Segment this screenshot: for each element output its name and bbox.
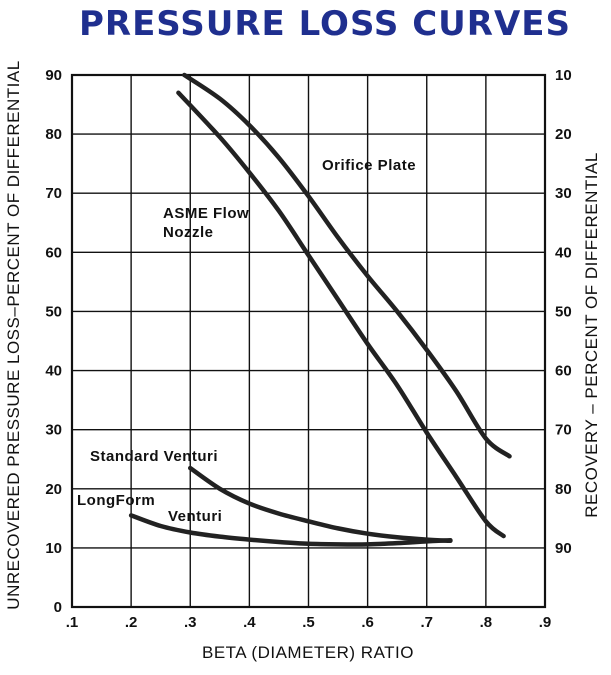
x-tick-label: .3 xyxy=(184,614,197,631)
y-tick-label: 30 xyxy=(45,422,62,439)
right-y-tick-label: 10 xyxy=(555,67,572,84)
longform-venturi-label-line2: Venturi xyxy=(168,508,222,525)
right-y-tick-label: 80 xyxy=(555,481,572,498)
x-tick-label: .9 xyxy=(539,614,552,631)
right-y-tick-label: 30 xyxy=(555,185,572,202)
right-y-tick-label: 70 xyxy=(555,422,572,439)
y-tick-label: 60 xyxy=(45,244,62,261)
right-y-tick-label: 90 xyxy=(555,540,572,557)
x-tick-label: .7 xyxy=(420,614,433,631)
chart-title: PRESSURE LOSS CURVES xyxy=(79,4,571,44)
y-tick-label: 40 xyxy=(45,363,62,380)
y-tick-label: 50 xyxy=(45,303,62,320)
longform-venturi-label-line1: LongForm xyxy=(77,492,155,509)
series-line-standard-venturi xyxy=(190,468,450,541)
grid xyxy=(72,75,545,607)
y-tick-label: 20 xyxy=(45,481,62,498)
y-tick-label: 90 xyxy=(45,67,62,84)
orifice-plate-label: Orifice Plate xyxy=(322,157,416,174)
standard-venturi-label: Standard Venturi xyxy=(90,448,218,465)
y-tick-label: 70 xyxy=(45,185,62,202)
x-tick-label: .2 xyxy=(125,614,138,631)
asme-flow-nozzle-label-line2: Nozzle xyxy=(163,224,214,241)
x-tick-label: .5 xyxy=(302,614,315,631)
y-tick-label: 0 xyxy=(54,599,62,616)
x-tick-label: .6 xyxy=(361,614,374,631)
x-tick-label: .4 xyxy=(243,614,256,631)
right-y-tick-label: 20 xyxy=(555,126,572,143)
asme-flow-nozzle-label-line1: ASME Flow xyxy=(163,205,249,222)
x-tick-label: .1 xyxy=(66,614,79,631)
x-axis-label: BETA (DIAMETER) RATIO xyxy=(202,643,414,662)
y-tick-label: 10 xyxy=(45,540,62,557)
curves xyxy=(131,75,509,544)
series-line-orifice-plate xyxy=(184,75,509,456)
left-y-axis-label: UNRECOVERED PRESSURE LOSS–PERCENT OF DIF… xyxy=(4,60,23,609)
right-y-tick-label: 60 xyxy=(555,363,572,380)
y-tick-label: 80 xyxy=(45,126,62,143)
x-tick-label: .8 xyxy=(480,614,493,631)
right-y-tick-label: 40 xyxy=(555,244,572,261)
right-y-axis-label: RECOVERY – PERCENT OF DIFFERENTIAL xyxy=(582,152,601,518)
right-y-tick-label: 50 xyxy=(555,303,572,320)
